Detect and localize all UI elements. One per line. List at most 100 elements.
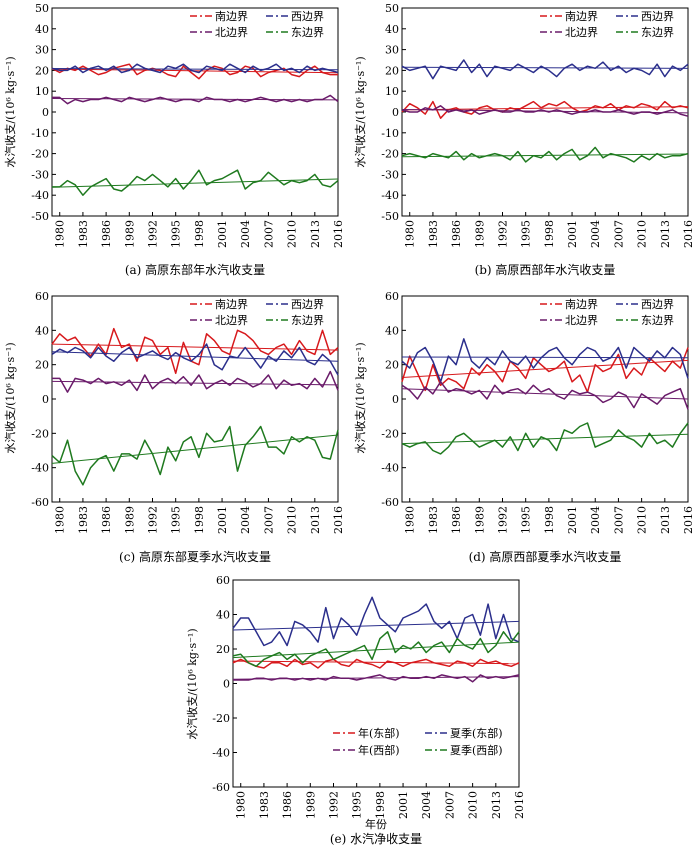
y-tick-label: -60 [212, 781, 230, 794]
legend-label-2: 西边界 [291, 10, 324, 23]
x-tick-label: 1992 [496, 220, 509, 248]
chart-caption: (a) 高原东部年水汽收支量 [125, 262, 265, 277]
x-tick-label: 1986 [100, 506, 113, 534]
trend-line-2 [51, 351, 339, 362]
legend-label-4: 东边界 [291, 26, 324, 39]
x-tick-label: 1995 [170, 220, 183, 248]
y-tick-label: -40 [212, 747, 230, 760]
x-tick-label: 1995 [170, 506, 183, 534]
series-line-2 [51, 343, 339, 376]
series-line-4 [51, 425, 339, 486]
x-tick-label: 1995 [520, 506, 533, 534]
x-tick-label: 2004 [239, 220, 252, 248]
y-tick-label: -20 [31, 148, 49, 161]
y-tick-label: 40 [35, 324, 49, 337]
series-line-2 [232, 596, 520, 647]
legend-label-4: 东边界 [641, 26, 674, 39]
y-tick-label: 60 [385, 290, 399, 303]
y-tick-label: 0 [392, 106, 399, 119]
legend-label-4: 东边界 [291, 314, 324, 327]
x-tick-label: 2010 [636, 506, 649, 534]
legend-label-4: 夏季(西部) [450, 743, 503, 757]
x-tick-label: 1980 [404, 220, 417, 248]
y-axis-label: 水汽收支/(10⁶ kg·s⁻¹) [353, 342, 367, 453]
trend-line-1 [401, 106, 689, 111]
y-tick-label: 60 [35, 290, 49, 303]
x-tick-label: 2001 [216, 506, 229, 534]
series-line-1 [51, 63, 338, 80]
trend-line-3 [51, 380, 339, 386]
x-tick-label: 1983 [77, 506, 90, 534]
y-tick-label: -20 [212, 712, 230, 725]
x-tick-label: 2013 [659, 220, 672, 248]
x-tick-label: 1989 [123, 220, 136, 248]
x-tick-label: 2001 [566, 506, 579, 534]
x-tick-label: 1980 [235, 791, 248, 819]
legend-label-2: 夏季(东部) [450, 726, 503, 740]
y-axis-label: 水汽收支/(10⁶ kg·s⁻¹) [3, 56, 17, 167]
y-tick-label: 40 [385, 23, 399, 36]
x-tick-label: 1998 [543, 506, 556, 534]
legend-label-2: 西边界 [641, 298, 674, 311]
series-line-4 [232, 631, 520, 668]
trend-line-4 [401, 433, 689, 445]
y-tick-label: 40 [216, 609, 230, 622]
y-tick-label: 0 [42, 106, 49, 119]
y-tick-label: -30 [381, 168, 399, 181]
x-tick-label: 2010 [636, 220, 649, 248]
x-tick-label: 2007 [262, 506, 275, 534]
series-line-2 [51, 63, 339, 74]
y-tick-label: 40 [35, 23, 49, 36]
trend-line-2 [232, 620, 520, 631]
y-axis-label: 水汽收支/(10⁶ kg·s⁻¹) [3, 342, 17, 453]
legend-label-1: 南边界 [565, 10, 598, 23]
x-tick-label: 2010 [286, 220, 299, 248]
y-tick-label: -60 [381, 496, 399, 509]
x-tick-label: 2016 [332, 506, 345, 534]
trend-line-4 [401, 153, 689, 158]
trend-line-3 [232, 676, 520, 680]
trend-line-4 [232, 641, 520, 659]
x-tick-label: 2004 [239, 506, 252, 534]
x-tick-label: 2010 [467, 791, 480, 819]
chart-caption: (d) 高原西部夏季水汽收支量 [469, 549, 622, 564]
chart-panel-b: -50 -40 -30 -20 -10 0 10 20 30 40 50 1980 1983 1986 19… [353, 2, 695, 277]
y-tick-label: -30 [31, 168, 49, 181]
x-tick-label: 1983 [258, 791, 271, 819]
x-tick-label: 1992 [146, 506, 159, 534]
x-tick-label: 2004 [589, 506, 602, 534]
x-tick-label: 1983 [77, 220, 90, 248]
y-tick-label: -40 [381, 462, 399, 475]
y-tick-label: -10 [381, 127, 399, 140]
y-axis-label: 水汽收支/(10⁶ kg·s⁻¹) [185, 628, 199, 739]
y-tick-label: -20 [381, 427, 399, 440]
legend-label-1: 年(东部) [358, 726, 400, 740]
x-tick-label: 1980 [54, 220, 67, 248]
y-tick-label: 30 [35, 44, 49, 57]
x-tick-label: 1995 [351, 791, 364, 819]
y-tick-label: -10 [31, 127, 49, 140]
x-tick-label: 1983 [427, 220, 440, 248]
y-tick-label: 50 [35, 2, 49, 15]
trend-line-1 [401, 359, 689, 379]
x-tick-label: 1989 [123, 506, 136, 534]
legend-label-1: 南边界 [565, 298, 598, 311]
legend-label-1: 南边界 [215, 298, 248, 311]
x-tick-label: 1998 [193, 506, 206, 534]
trend-line-3 [51, 97, 339, 101]
x-tick-label: 1992 [327, 791, 340, 819]
legend-label-2: 西边界 [291, 298, 324, 311]
x-tick-label: 1992 [496, 506, 509, 534]
x-tick-label: 2010 [286, 506, 299, 534]
chart-caption: (e) 水汽净收支量 [330, 831, 422, 846]
y-axis-label: 水汽收支/(10⁶ kg·s⁻¹) [353, 56, 367, 167]
trend-line-1 [232, 660, 520, 665]
series-line-1 [401, 347, 689, 393]
x-tick-label: 2007 [612, 506, 625, 534]
y-tick-label: -50 [381, 210, 399, 223]
trend-line-4 [51, 178, 339, 188]
y-tick-label: -40 [381, 189, 399, 202]
y-tick-label: -20 [31, 427, 49, 440]
x-tick-label: 1989 [473, 220, 486, 248]
